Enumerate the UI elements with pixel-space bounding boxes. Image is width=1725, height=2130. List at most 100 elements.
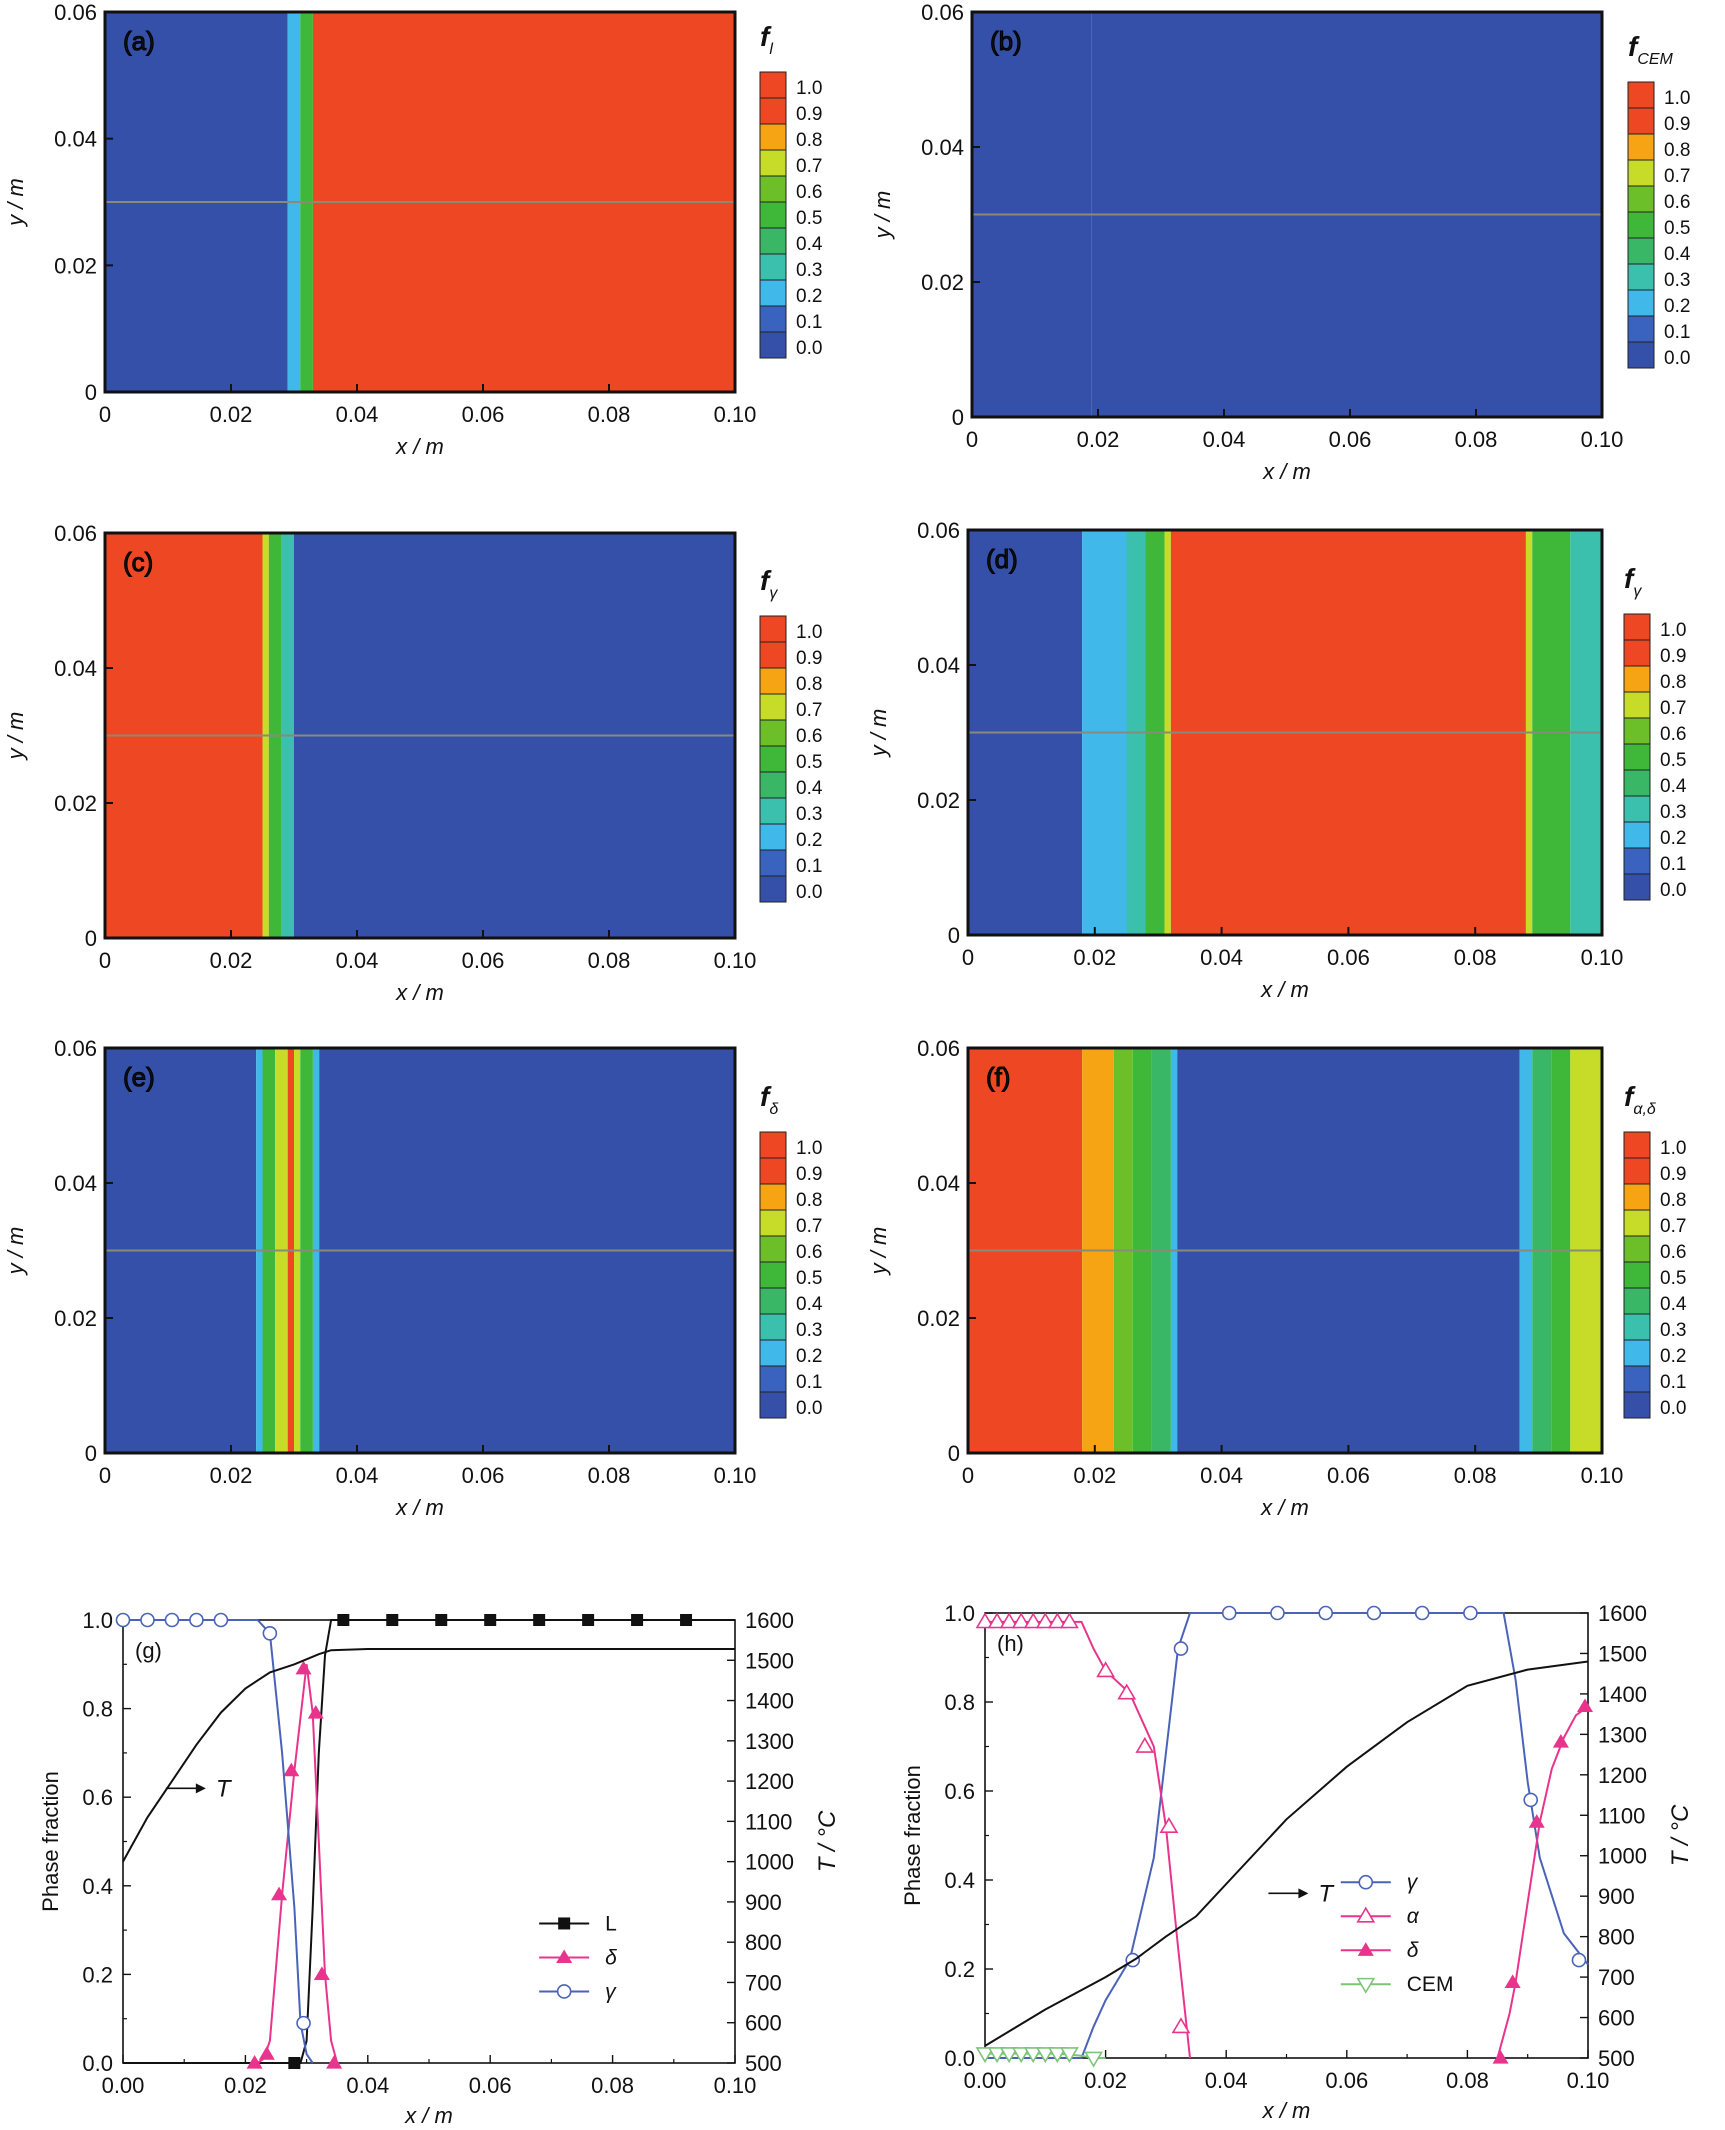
data-point — [246, 2055, 263, 2069]
y-tick-label: 0.02 — [917, 1306, 960, 1331]
data-point — [1173, 1641, 1189, 1656]
y-tick-label: 0 — [85, 926, 97, 951]
y2-tick-label: 700 — [1598, 1965, 1635, 1990]
data-point — [307, 1705, 324, 1719]
data-point — [1159, 1817, 1179, 1833]
colorbar-cell — [1623, 1313, 1651, 1341]
colorbar-cell — [759, 745, 787, 773]
x-tick-label: 0.06 — [462, 402, 505, 427]
colorbar-cell — [1623, 1287, 1651, 1315]
colorbar-tick-label: 0.9 — [1660, 646, 1686, 667]
data-point — [1047, 2047, 1067, 2064]
colorbar-cell — [1623, 717, 1651, 745]
series-line-temperature — [984, 1660, 1589, 2047]
x-tick-label: 0.04 — [1200, 945, 1243, 970]
legend: Lδγ — [539, 1912, 617, 2003]
colorbar-tick-label: 0.2 — [796, 830, 822, 851]
y-tick-label: 0.02 — [917, 788, 960, 813]
colorbar-title-subscript: γ — [769, 585, 778, 602]
colorbar-cell — [1623, 847, 1651, 875]
colorbar-cell — [759, 615, 787, 643]
data-point — [1528, 1814, 1545, 1828]
colorbar-tick-label: 0.6 — [1664, 192, 1690, 213]
colorbar-cell — [759, 667, 787, 695]
colorbar-cell — [759, 1183, 787, 1211]
colorbar-title: fδ — [760, 1081, 779, 1118]
x-tick-label: 0.04 — [1200, 1463, 1243, 1488]
y-tick-label: 0.04 — [54, 656, 97, 681]
colorbar-cell — [1627, 107, 1655, 135]
panel-label: (b) — [990, 26, 1022, 56]
x-tick-label: 0.08 — [1454, 1463, 1497, 1488]
y-tick-label: 0 — [85, 1441, 97, 1466]
data-point — [1357, 1942, 1374, 1956]
colorbar-tick-label: 0.0 — [796, 882, 822, 903]
y-tick-label: 0.4 — [82, 1874, 113, 1899]
x-tick-label: 0 — [99, 948, 111, 973]
colorbar-tick-label: 0.2 — [1664, 296, 1690, 317]
colorbar-tick-label: 0.0 — [1660, 1398, 1686, 1419]
data-point — [337, 1614, 350, 1626]
colorbar-tick-label: 0.7 — [1660, 1216, 1686, 1237]
data-point — [1463, 1605, 1478, 1621]
y-tick-label: 0.04 — [54, 127, 97, 152]
y-tick-label: 0.6 — [82, 1785, 113, 1810]
colorbar-tick-label: 0.7 — [1664, 166, 1690, 187]
colorbar-cell — [759, 1365, 787, 1393]
x-tick-label: 0.06 — [1325, 2068, 1368, 2093]
contour-panel-e: (e) 0 0.02 0.04 0.06 0.08 0.10 0 0.02 0.04 0.06 x /… — [3, 1036, 823, 1520]
colorbar-tick-label: 0.7 — [796, 156, 822, 177]
x-tick-label: 0.02 — [1073, 1463, 1116, 1488]
legend-label: α — [1407, 1905, 1420, 1928]
panel-label: (h) — [997, 1631, 1024, 1656]
colorbar-title-main: f — [760, 565, 772, 596]
plot-frame — [103, 10, 737, 394]
colorbar-cell — [759, 719, 787, 747]
colorbar-cell — [759, 641, 787, 669]
data-point — [258, 2046, 275, 2060]
colorbar-cell — [759, 1157, 787, 1185]
series-line-phase — [257, 1664, 339, 2064]
colorbar-cell — [1623, 639, 1651, 667]
colorbar-tick-label: 0.2 — [1660, 828, 1686, 849]
colorbar-cell — [1627, 81, 1655, 109]
x-tick-label: 0 — [962, 945, 974, 970]
y-axis-label: y / m — [3, 1227, 28, 1277]
y2-tick-label: 1000 — [745, 1850, 794, 1875]
y-axis-label: y / m — [866, 709, 891, 759]
y-tick-label: 0.8 — [944, 1690, 975, 1715]
x-tick-label: 0.08 — [588, 1463, 631, 1488]
colorbar-title-subscript: δ — [769, 1101, 779, 1118]
x-tick-label: 0.04 — [336, 1463, 379, 1488]
plot-frame — [966, 1046, 1604, 1455]
legend-label: γ — [605, 1980, 617, 2003]
colorbar: fγ 1.0 0.9 0.8 0.7 0.6 0.5 0.4 0.3 0.2 0.1 0.0 — [759, 565, 823, 903]
data-point — [1011, 2047, 1031, 2064]
data-point — [1060, 1612, 1079, 1629]
colorbar-tick-label: 0.8 — [1660, 672, 1686, 693]
x-tick-label: 0.06 — [1329, 427, 1372, 452]
data-point — [631, 1614, 644, 1626]
data-point — [1414, 1605, 1430, 1621]
colorbar-tick-label: 0.4 — [1664, 244, 1691, 265]
y2-tick-label: 1100 — [745, 1809, 792, 1834]
colorbar-cell — [1623, 769, 1651, 797]
data-point — [1035, 2047, 1055, 2064]
contour-panel-f: (f) 0 0.02 0.04 0.06 0.08 0.10 0 0.02 0.04 0.06 x /… — [866, 1036, 1687, 1520]
x-tick-label: 0.04 — [336, 402, 379, 427]
colorbar-cell — [759, 1131, 787, 1159]
colorbar-title-main: f — [1624, 563, 1636, 594]
y-tick-label: 0 — [952, 405, 964, 430]
colorbar-cell — [759, 71, 787, 99]
colorbar-cell — [759, 279, 787, 307]
plot-frame — [970, 10, 1604, 419]
colorbar-cell — [759, 823, 787, 851]
colorbar-tick-label: 0.5 — [1664, 218, 1690, 239]
y2-tick-label: 500 — [1598, 2046, 1635, 2071]
y2-tick-label: 1600 — [1598, 1601, 1647, 1626]
y2-tick-label: 900 — [1598, 1884, 1635, 1909]
x-tick-label: 0.04 — [336, 948, 379, 973]
x-tick-label: 0.04 — [346, 2073, 389, 2098]
data-point — [987, 2047, 1007, 2064]
y-tick-label: 0.02 — [54, 253, 97, 278]
